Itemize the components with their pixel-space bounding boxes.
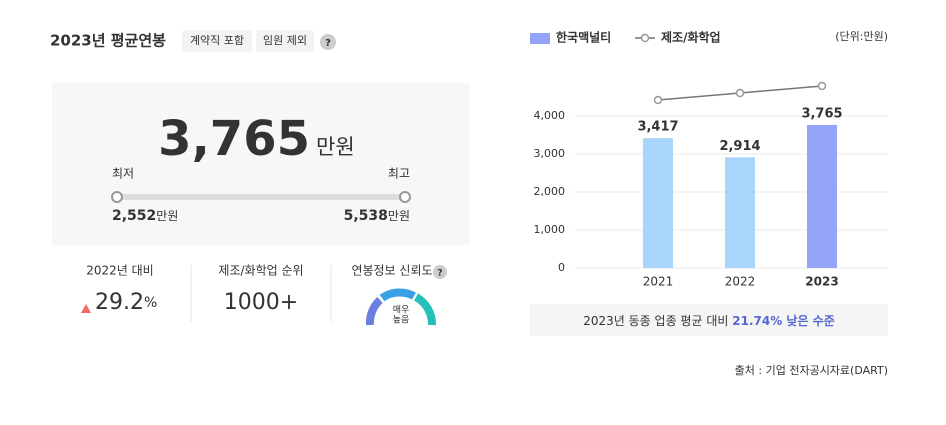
change: 29.2 bbox=[95, 290, 144, 315]
bar bbox=[807, 124, 837, 269]
change-unit: % bbox=[144, 295, 157, 311]
source: 출처 : 기업 전자공시자료(DART) bbox=[735, 364, 888, 377]
gauge-arc bbox=[379, 288, 416, 302]
value-label: 3,417 bbox=[637, 120, 678, 135]
line-marker bbox=[817, 81, 827, 91]
gauge-text: 매우 bbox=[393, 305, 410, 316]
title: 2023년 평균연봉 bbox=[50, 32, 166, 50]
y-tick-label: 3,000 bbox=[534, 147, 566, 160]
min-number: 2,552 bbox=[112, 208, 156, 224]
min-value: 2,552만원 bbox=[112, 208, 178, 224]
up-arrow bbox=[81, 304, 91, 313]
range-knob bbox=[111, 191, 123, 203]
gauge-text: 높음 bbox=[393, 315, 410, 326]
y-tick-label: 0 bbox=[558, 261, 565, 274]
gauge-arc bbox=[413, 293, 436, 326]
x-tick-label: 2022 bbox=[725, 275, 756, 289]
max-number: 5,538 bbox=[344, 208, 388, 224]
comparison-text: 2023년 동종 업종 평균 대비 bbox=[583, 314, 728, 328]
tag-bg bbox=[256, 30, 314, 52]
tag: 임원 제외 bbox=[263, 34, 307, 47]
comparison-box bbox=[530, 304, 888, 336]
max-value: 5,538만원 bbox=[344, 208, 410, 224]
min-label: 최저 bbox=[112, 167, 134, 181]
legend-label: 제조/화학업 bbox=[661, 30, 721, 45]
y-tick-label: 2,000 bbox=[534, 185, 566, 198]
stat-label: 2022년 대비 bbox=[86, 264, 153, 278]
max-label: 최고 bbox=[388, 167, 410, 181]
summary-box bbox=[52, 83, 470, 245]
help-icon-text[interactable]: ? bbox=[437, 269, 442, 279]
legend-label: 한국맥널티 bbox=[556, 30, 611, 45]
stat-label: 연봉정보 신뢰도 bbox=[351, 264, 432, 278]
bar bbox=[643, 138, 673, 268]
tag-bg bbox=[182, 30, 252, 52]
help-icon[interactable] bbox=[320, 34, 336, 50]
min-unit: 만원 bbox=[156, 209, 178, 223]
line-marker bbox=[653, 95, 663, 105]
value-label: 3,765 bbox=[801, 106, 842, 121]
help-icon-text[interactable]: ? bbox=[325, 38, 331, 49]
x-tick-label: 2021 bbox=[643, 275, 674, 289]
range-knob bbox=[399, 191, 411, 203]
x-tick-label: 2023 bbox=[805, 275, 838, 289]
max-unit: 만원 bbox=[388, 209, 410, 223]
amount: 3,765 bbox=[158, 111, 310, 167]
tag: 계약직 포함 bbox=[190, 33, 244, 47]
stat-value: 29.2% bbox=[95, 290, 157, 315]
unit-note: (단위:만원) bbox=[835, 30, 888, 43]
stat-label: 제조/화학업 순위 bbox=[218, 264, 303, 278]
y-tick-label: 4,000 bbox=[534, 109, 566, 122]
comparison: 2023년 동종 업종 평균 대비 21.74% 낮은 수준 bbox=[583, 313, 835, 328]
bar bbox=[725, 157, 755, 268]
comparison-highlight: 21.74% 낮은 수준 bbox=[732, 313, 835, 328]
value-label: 2,914 bbox=[719, 139, 760, 154]
legend-swatch bbox=[530, 33, 550, 44]
y-tick-label: 1,000 bbox=[534, 223, 566, 236]
line-marker bbox=[735, 88, 745, 98]
legend-marker bbox=[640, 33, 650, 43]
amount-unit: 만원 bbox=[316, 135, 355, 159]
gauge-arc bbox=[365, 297, 383, 326]
stat-value: 1000+ bbox=[224, 290, 298, 315]
help-icon[interactable] bbox=[433, 265, 447, 279]
